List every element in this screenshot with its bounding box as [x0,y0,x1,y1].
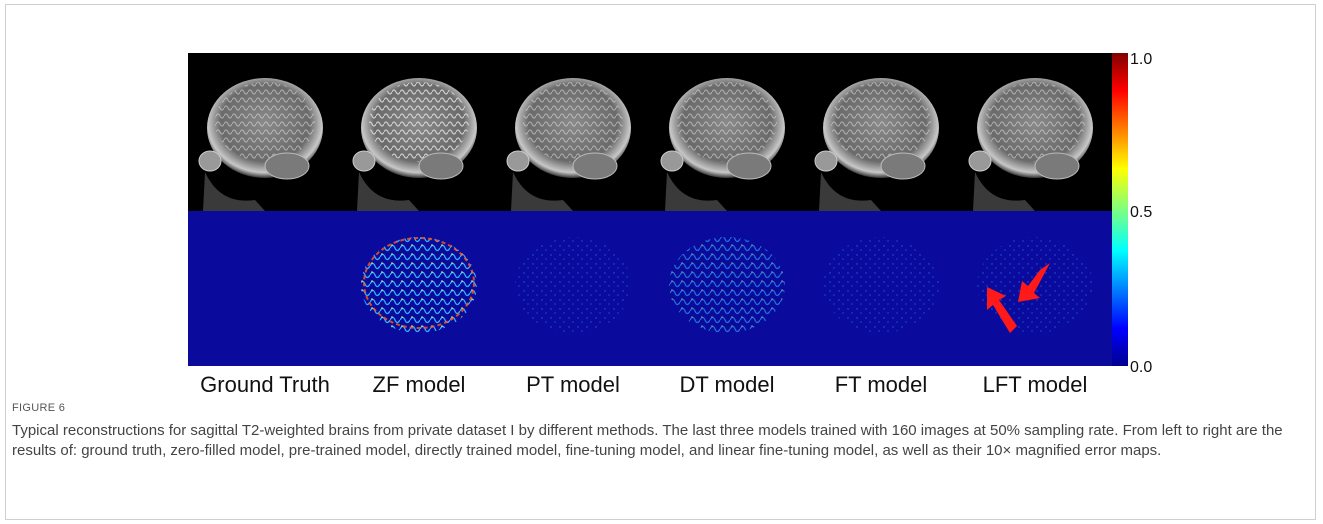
cerebellum [881,153,925,179]
panel-label: PT model [526,372,620,397]
error-map [669,237,785,333]
colorbar-tick-label: 0.5 [1130,204,1152,221]
page: Ground Truth ZF model PT model DT model FT m… [0,0,1323,524]
colorbar-tick-label: 0.0 [1130,359,1152,376]
panel-label: DT model [680,372,775,397]
cerebellum [1035,153,1079,179]
eye [661,151,683,171]
eye [969,151,991,171]
colorbar-tick-label: 1.0 [1130,51,1152,68]
eye [815,151,837,171]
brain-gyri [831,82,931,162]
brain-gyri [523,82,623,162]
panel-label: LFT model [983,372,1088,397]
eye [353,151,375,171]
eye [507,151,529,171]
panel-label: FT model [835,372,928,397]
error-row [188,211,1112,366]
caption: Typical reconstructions for sagittal T2-… [12,421,1312,461]
brain-gyri [677,82,777,162]
figure-label: FIGURE 6 [12,402,65,414]
cerebellum [265,153,309,179]
panel-label: Ground Truth [200,372,330,397]
colorbar [1112,53,1128,366]
cerebellum [419,153,463,179]
image-row [188,53,1112,211]
panel-label: ZF model [373,372,466,397]
figure-image: Ground Truth ZF model PT model DT model FT m… [0,0,1323,400]
cerebellum [727,153,771,179]
brain-gyri [215,82,315,162]
error-map [515,237,631,333]
brain-gyri [985,82,1085,162]
eye [199,151,221,171]
brain-gyri [369,82,469,162]
cerebellum [573,153,617,179]
error-map [823,237,939,333]
